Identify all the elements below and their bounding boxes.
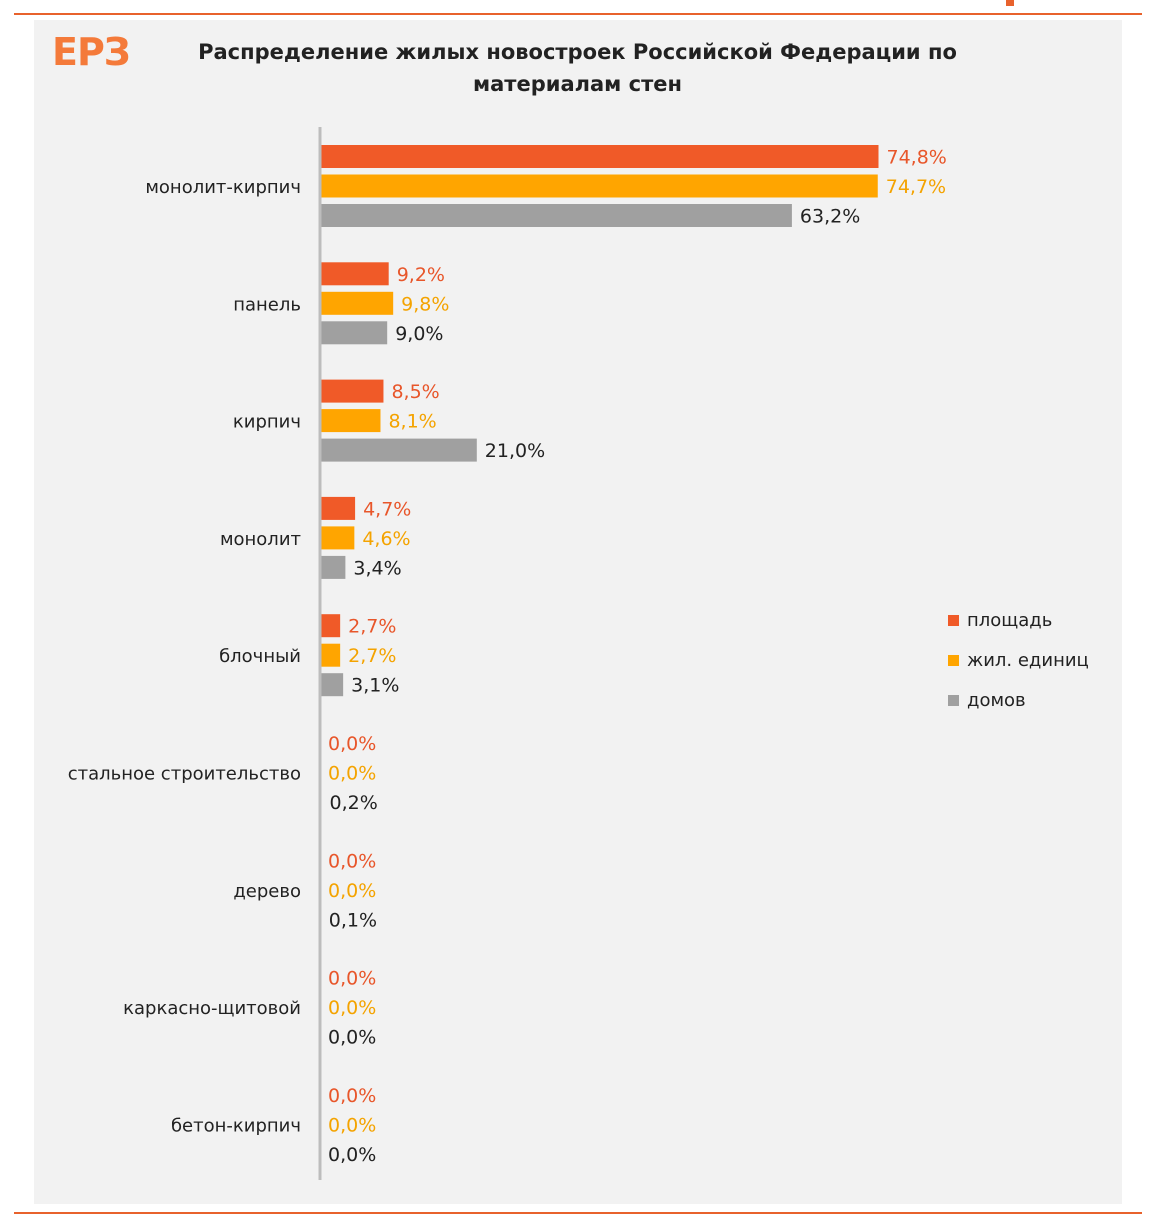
data-label-area-frame-panel: 0,0% xyxy=(328,968,376,990)
category-label-monolith-brick: монолит-кирпич xyxy=(145,177,301,198)
data-label-units-concrete-brick: 0,0% xyxy=(328,1114,376,1136)
data-label-units-monolith: 4,6% xyxy=(362,528,410,550)
category-label-frame-panel: каркасно-щитовой xyxy=(123,998,301,1019)
bar-houses-monolith-brick xyxy=(320,204,792,227)
bottom-rule xyxy=(14,1212,1142,1214)
legend-label-units: жил. единиц xyxy=(967,649,1089,671)
data-label-units-frame-panel: 0,0% xyxy=(328,997,376,1019)
data-label-houses-brick: 21,0% xyxy=(485,440,545,462)
category-label-monolith: монолит xyxy=(220,529,301,550)
bar-units-panel xyxy=(320,291,394,315)
bar-units-block xyxy=(320,643,341,667)
data-label-houses-monolith-brick: 63,2% xyxy=(800,206,860,228)
legend-swatch-area xyxy=(948,614,959,626)
data-label-houses-concrete-brick: 0,0% xyxy=(328,1144,376,1166)
data-label-area-steel: 0,0% xyxy=(328,733,376,755)
bar-houses-brick xyxy=(320,438,477,462)
legend: площадь жил. единиц домов xyxy=(948,600,1089,720)
category-label-steel: стальное строительство xyxy=(68,764,301,785)
data-label-area-monolith-brick: 74,8% xyxy=(887,147,947,169)
data-label-houses-panel: 9,0% xyxy=(395,323,443,345)
legend-item-area: площадь xyxy=(948,600,1089,640)
data-label-units-wood: 0,0% xyxy=(328,880,376,902)
data-label-units-monolith-brick: 74,7% xyxy=(886,176,946,198)
chart-title: Распределение жилых новостроек Российско… xyxy=(198,40,957,96)
legend-swatch-houses xyxy=(948,694,959,706)
legend-item-houses: домов xyxy=(948,680,1089,720)
legend-label-houses: домов xyxy=(967,689,1026,711)
category-label-panel: панель xyxy=(233,294,301,315)
bar-area-monolith-brick xyxy=(320,145,879,168)
bar-units-monolith xyxy=(320,526,355,550)
legend-swatch-units xyxy=(948,654,959,666)
data-label-area-panel: 9,2% xyxy=(397,264,445,286)
bar-units-brick xyxy=(320,409,381,433)
data-label-houses-frame-panel: 0,0% xyxy=(328,1027,376,1049)
data-label-area-block: 2,7% xyxy=(348,616,396,638)
data-label-units-panel: 9,8% xyxy=(401,293,449,315)
data-label-area-brick: 8,5% xyxy=(391,381,439,403)
category-label-concrete-brick: бетон-кирпич xyxy=(171,1115,301,1136)
data-label-units-steel: 0,0% xyxy=(328,763,376,785)
erz-logo: ЕРЗ xyxy=(52,30,131,74)
category-label-wood: дерево xyxy=(233,881,301,902)
bar-houses-block xyxy=(320,673,344,697)
bar-area-block xyxy=(320,614,341,638)
data-label-area-wood: 0,0% xyxy=(328,850,376,872)
corner-mark xyxy=(1006,0,1014,6)
bar-area-panel xyxy=(320,262,389,286)
data-label-units-brick: 8,1% xyxy=(388,411,436,433)
data-label-houses-wood: 0,1% xyxy=(329,909,377,931)
legend-item-units: жил. единиц xyxy=(948,640,1089,680)
data-label-houses-steel: 0,2% xyxy=(329,792,377,814)
legend-label-area: площадь xyxy=(967,609,1053,631)
data-label-area-monolith: 4,7% xyxy=(363,498,411,520)
category-label-block: блочный xyxy=(219,646,301,667)
data-label-units-block: 2,7% xyxy=(348,645,396,667)
data-label-houses-monolith: 3,4% xyxy=(353,557,401,579)
category-label-brick: кирпич xyxy=(233,412,301,433)
data-label-area-concrete-brick: 0,0% xyxy=(328,1085,376,1107)
bar-houses-panel xyxy=(320,321,388,345)
bar-area-monolith xyxy=(320,496,356,520)
bar-units-monolith-brick xyxy=(320,174,878,198)
bar-houses-monolith xyxy=(320,555,346,579)
bar-area-brick xyxy=(320,379,384,403)
data-label-houses-block: 3,1% xyxy=(351,675,399,697)
top-rule xyxy=(14,13,1142,15)
